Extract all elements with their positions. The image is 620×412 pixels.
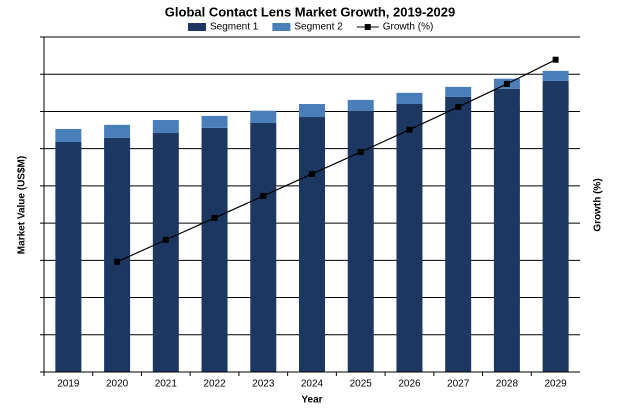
bar-segment bbox=[347, 99, 374, 111]
growth-marker bbox=[211, 214, 218, 221]
growth-marker bbox=[357, 149, 364, 156]
growth-marker bbox=[309, 170, 315, 177]
x-tick-label: 2024 bbox=[301, 379, 324, 390]
bar-segment bbox=[152, 120, 179, 134]
legend-label: Segment 2 bbox=[294, 22, 343, 33]
bar-segment bbox=[445, 86, 472, 97]
bar-segment bbox=[299, 104, 325, 118]
chart-title: Global Contact Lens Market Growth, 2019-… bbox=[165, 4, 455, 19]
bar-segment bbox=[55, 128, 82, 142]
bar-segment bbox=[104, 137, 131, 372]
x-tick-label: 2029 bbox=[545, 379, 568, 390]
legend-marker bbox=[364, 24, 371, 30]
bar-segment bbox=[201, 115, 228, 128]
growth-marker bbox=[260, 192, 267, 199]
bar-segment bbox=[55, 141, 82, 372]
x-tick-label: 2019 bbox=[57, 379, 80, 390]
x-tick-label: 2026 bbox=[398, 379, 421, 390]
x-tick-label: 2020 bbox=[106, 379, 129, 390]
legend-swatch bbox=[188, 23, 206, 31]
growth-line bbox=[116, 59, 556, 263]
growth-marker bbox=[406, 126, 413, 133]
x-axis-label: Year bbox=[301, 395, 322, 406]
legend-label: Segment 1 bbox=[210, 22, 259, 33]
growth-marker bbox=[114, 258, 121, 265]
bar-segment bbox=[542, 80, 569, 372]
bar-segment bbox=[250, 122, 277, 372]
bar-segment bbox=[201, 127, 228, 372]
x-tick-label: 2025 bbox=[350, 379, 373, 390]
bar-segment bbox=[396, 92, 423, 104]
bar-segment bbox=[250, 110, 277, 123]
growth-marker bbox=[552, 56, 559, 63]
x-tick-label: 2027 bbox=[447, 379, 470, 390]
x-tick-label: 2028 bbox=[496, 379, 519, 390]
growth-marker bbox=[162, 236, 169, 243]
legend-label: Growth (%) bbox=[383, 22, 434, 33]
x-tick-label: 2021 bbox=[155, 379, 178, 390]
y-axis-label: Market Value (US$M) bbox=[17, 156, 28, 254]
legend-swatch bbox=[272, 23, 291, 31]
growth-marker bbox=[455, 103, 462, 110]
bar-segment bbox=[104, 124, 131, 138]
y2-axis-label: Growth (%) bbox=[593, 178, 604, 231]
bar-segment bbox=[493, 88, 520, 372]
x-tick-label: 2022 bbox=[203, 379, 226, 390]
bar-segment bbox=[299, 117, 325, 373]
x-tick-label: 2023 bbox=[252, 379, 275, 390]
growth-marker bbox=[503, 80, 510, 87]
bar-segment bbox=[396, 104, 423, 372]
bar-segment bbox=[445, 96, 472, 372]
bar-segment bbox=[152, 133, 179, 372]
bar-segment bbox=[542, 70, 569, 81]
